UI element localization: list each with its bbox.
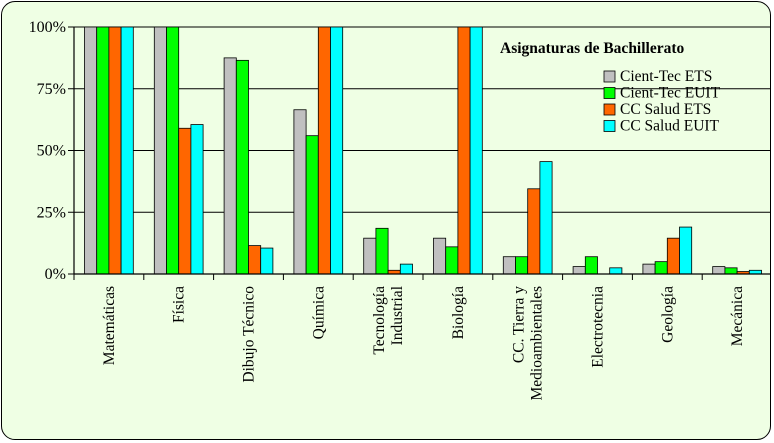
x-tick-label: Química	[310, 286, 327, 339]
bar	[108, 26, 122, 275]
x-tick-label: CC. Tierra y	[511, 286, 528, 363]
legend-swatch	[603, 103, 616, 116]
bar	[642, 263, 656, 275]
bar	[572, 266, 586, 275]
bar	[248, 245, 262, 275]
x-tick-label: Dibujo Técnico	[241, 286, 258, 383]
bar	[433, 237, 447, 275]
x-tick-label: Geología	[659, 286, 676, 343]
bar	[724, 267, 738, 275]
bar	[293, 109, 307, 275]
bar	[153, 26, 167, 275]
bar	[654, 261, 668, 275]
legend-label: Cient-Tec ETS	[620, 68, 712, 85]
bar	[375, 227, 389, 275]
bar	[178, 127, 192, 275]
legend-swatch	[603, 87, 616, 99]
bar	[502, 256, 516, 275]
bar	[515, 256, 529, 275]
chart-title: Asignaturas de Bachillerato	[500, 40, 685, 57]
bar	[190, 124, 204, 275]
y-tick-label: 100%	[29, 19, 66, 36]
legend-label: Cient-Tec EUIT	[620, 85, 721, 102]
y-tick-label: 25%	[37, 204, 66, 221]
bar	[330, 26, 344, 275]
bar	[84, 26, 98, 275]
bar	[539, 161, 553, 275]
legend-swatch	[603, 70, 616, 83]
x-tick-label: Industrial	[389, 286, 406, 345]
x-tick-label: Mecánica	[729, 286, 746, 346]
bar	[317, 26, 331, 275]
bar	[120, 26, 134, 275]
x-tick-label: Medioambientales	[529, 286, 546, 401]
x-tick-label: Matemáticas	[101, 286, 118, 365]
bar	[166, 26, 180, 275]
bar	[527, 188, 541, 275]
y-tick-label: 50%	[37, 143, 66, 160]
x-tick-label: Física	[171, 286, 188, 323]
legend-swatch	[603, 120, 616, 132]
y-tick-label: 75%	[37, 81, 66, 98]
bar	[666, 237, 680, 275]
legend-label: CC Salud EUIT	[620, 118, 720, 135]
bar	[223, 57, 237, 275]
bar	[457, 26, 471, 275]
x-tick-label: Tecnología	[371, 286, 388, 355]
x-tick-label: Biología	[450, 286, 467, 340]
bar	[96, 26, 110, 275]
bar	[609, 267, 623, 275]
bar	[305, 135, 319, 275]
bar	[399, 263, 413, 275]
bar	[235, 59, 249, 275]
bar	[584, 256, 598, 275]
bars	[84, 26, 762, 275]
bar	[679, 226, 693, 275]
y-tick-label: 0%	[45, 266, 66, 283]
x-tick-labels: Matemáticas Física Dibujo Técnico Química Te…	[101, 286, 746, 401]
x-tick-label: Electrotecnia	[590, 286, 607, 368]
y-tick-labels: 0% 25% 50% 75% 100%	[29, 19, 66, 283]
bar	[712, 266, 726, 275]
bar	[469, 26, 483, 275]
axes	[73, 27, 770, 280]
bar	[363, 237, 377, 275]
bar	[445, 246, 459, 275]
legend-label: CC Salud ETS	[620, 101, 711, 118]
bar	[260, 247, 274, 275]
